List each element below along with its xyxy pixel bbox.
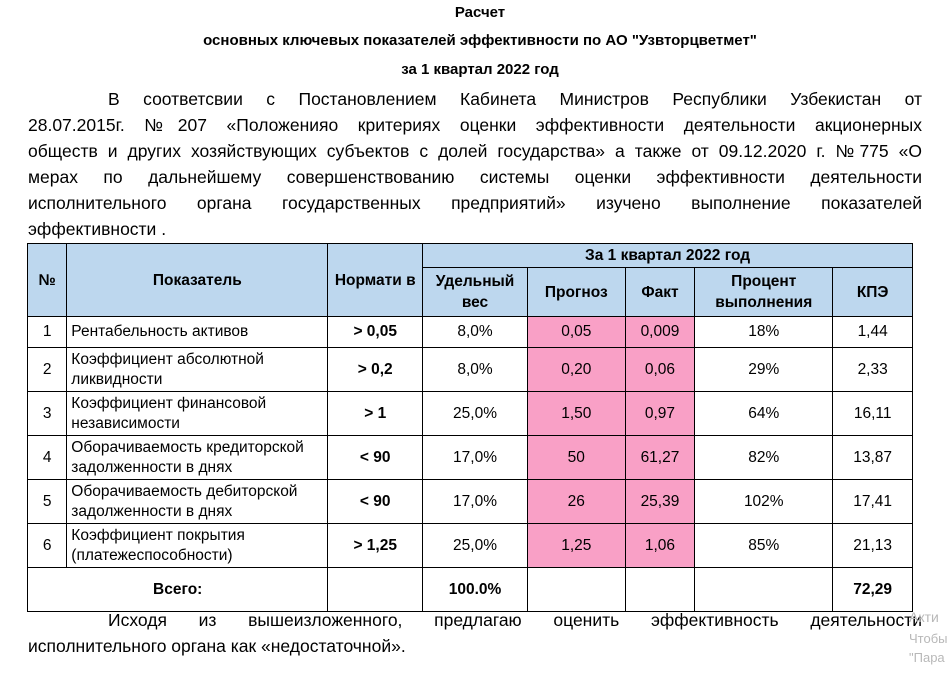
- row-percent: 85%: [694, 523, 834, 568]
- document-period: за 1 квартал 2022 год: [401, 61, 559, 78]
- table-row: 2 Коэффициент абсолютной ликвидности > 0…: [26, 347, 913, 392]
- intro-line: эффективности .: [28, 219, 167, 239]
- row-weight: 17,0%: [422, 435, 528, 480]
- row-indicator: Оборачиваемость кредиторской задолженнос…: [66, 435, 329, 480]
- table-row: 1 Рентабельность активов > 0,05 8,0% 0,0…: [26, 316, 913, 348]
- row-num: 5: [26, 479, 68, 524]
- row-indicator: Коэффициент финансовой независимости: [66, 391, 329, 436]
- row-plan: 0,05: [526, 316, 626, 348]
- row-weight: 8,0%: [422, 316, 528, 348]
- total-plan-empty: [526, 567, 626, 612]
- row-kpe: 1,44: [832, 316, 913, 348]
- total-kpe: 72,29: [832, 567, 913, 612]
- header-period: За 1 квартал 2022 год: [422, 243, 913, 268]
- document-subtitle: основных ключевых показателей эффективно…: [203, 32, 757, 49]
- header-weight: Удельный вес: [422, 267, 528, 317]
- row-fact: 25,39: [624, 479, 696, 524]
- row-percent: 18%: [694, 316, 834, 348]
- row-kpe: 13,87: [832, 435, 913, 480]
- row-indicator: Коэффициент покрытия (платежеспособности…: [66, 523, 329, 568]
- row-plan: 26: [526, 479, 626, 524]
- document-title: Расчет: [454, 4, 506, 21]
- conclusion-paragraph: Исходя из вышеизложенного, предлагаю оце…: [28, 607, 922, 659]
- table-row: 4 Оборачиваемость кредиторской задолженн…: [26, 435, 913, 480]
- row-weight: 25,0%: [422, 523, 528, 568]
- header-norm: Нормати в: [327, 243, 424, 317]
- row-norm: < 90: [327, 435, 424, 480]
- intro-line: мерах по дальнейшему совершенствованию с…: [28, 167, 922, 187]
- row-indicator: Рентабельность активов: [66, 316, 329, 348]
- row-weight: 8,0%: [422, 347, 528, 392]
- row-plan: 50: [526, 435, 626, 480]
- row-fact: 1,06: [624, 523, 696, 568]
- activation-watermark-line: Акти: [909, 609, 939, 625]
- row-num: 2: [26, 347, 68, 392]
- intro-line: исполнительного органа государственных п…: [28, 193, 922, 213]
- row-kpe: 16,11: [832, 391, 913, 436]
- row-percent: 102%: [694, 479, 834, 524]
- total-weight: 100.0%: [422, 567, 528, 612]
- row-plan: 0,20: [526, 347, 626, 392]
- total-label: Всего:: [26, 567, 329, 612]
- row-kpe: 21,13: [832, 523, 913, 568]
- total-percent-empty: [694, 567, 834, 612]
- intro-line: обществ и других хозяйствующих субъектов…: [28, 141, 922, 161]
- intro-line: В соответсвии с Постановлением Кабинета …: [108, 89, 922, 109]
- activation-watermark-line: Чтобы: [909, 631, 948, 646]
- row-norm: > 1,25: [327, 523, 424, 568]
- row-num: 6: [26, 523, 68, 568]
- row-weight: 17,0%: [422, 479, 528, 524]
- row-indicator: Коэффициент абсолютной ликвидности: [66, 347, 329, 392]
- row-percent: 64%: [694, 391, 834, 436]
- row-kpe: 17,41: [832, 479, 913, 524]
- conclusion-line: исполнительного органа как «недостаточно…: [28, 636, 406, 656]
- row-fact: 0,97: [624, 391, 696, 436]
- activation-watermark-line: "Пара: [909, 650, 945, 665]
- table-row: 6 Коэффициент покрытия (платежеспособнос…: [26, 523, 913, 568]
- total-fact-empty: [624, 567, 696, 612]
- row-norm: < 90: [327, 479, 424, 524]
- row-plan: 1,25: [526, 523, 626, 568]
- header-plan: Прогноз: [526, 267, 626, 317]
- row-num: 4: [26, 435, 68, 480]
- total-norm-empty: [327, 567, 424, 612]
- table-row: 5 Оборачиваемость дебиторской задолженно…: [26, 479, 913, 524]
- kpi-table: № Показатель Нормати в За 1 квартал 2022…: [26, 243, 913, 612]
- row-weight: 25,0%: [422, 391, 528, 436]
- row-norm: > 1: [327, 391, 424, 436]
- header-num: №: [26, 243, 68, 317]
- row-percent: 29%: [694, 347, 834, 392]
- row-plan: 1,50: [526, 391, 626, 436]
- header-percent: Процент выполнения: [694, 267, 834, 317]
- row-norm: > 0,2: [327, 347, 424, 392]
- header-kpe: КПЭ: [832, 267, 913, 317]
- row-fact: 0,06: [624, 347, 696, 392]
- row-kpe: 2,33: [832, 347, 913, 392]
- total-row: Всего: 100.0% 72,29: [26, 567, 913, 612]
- header-indicator: Показатель: [66, 243, 329, 317]
- row-fact: 0,009: [624, 316, 696, 348]
- intro-paragraph: В соответсвии с Постановлением Кабинета …: [28, 86, 922, 242]
- row-num: 3: [26, 391, 68, 436]
- row-fact: 61,27: [624, 435, 696, 480]
- table-row: 3 Коэффициент финансовой независимости >…: [26, 391, 913, 436]
- row-num: 1: [26, 316, 68, 348]
- header-fact: Факт: [624, 267, 696, 317]
- row-norm: > 0,05: [327, 316, 424, 348]
- row-percent: 82%: [694, 435, 834, 480]
- intro-line: 28.07.2015г. №207 «Положенияо критериях …: [28, 115, 922, 135]
- conclusion-line: Исходя из вышеизложенного, предлагаю оце…: [108, 610, 922, 630]
- row-indicator: Оборачиваемость дебиторской задолженност…: [66, 479, 329, 524]
